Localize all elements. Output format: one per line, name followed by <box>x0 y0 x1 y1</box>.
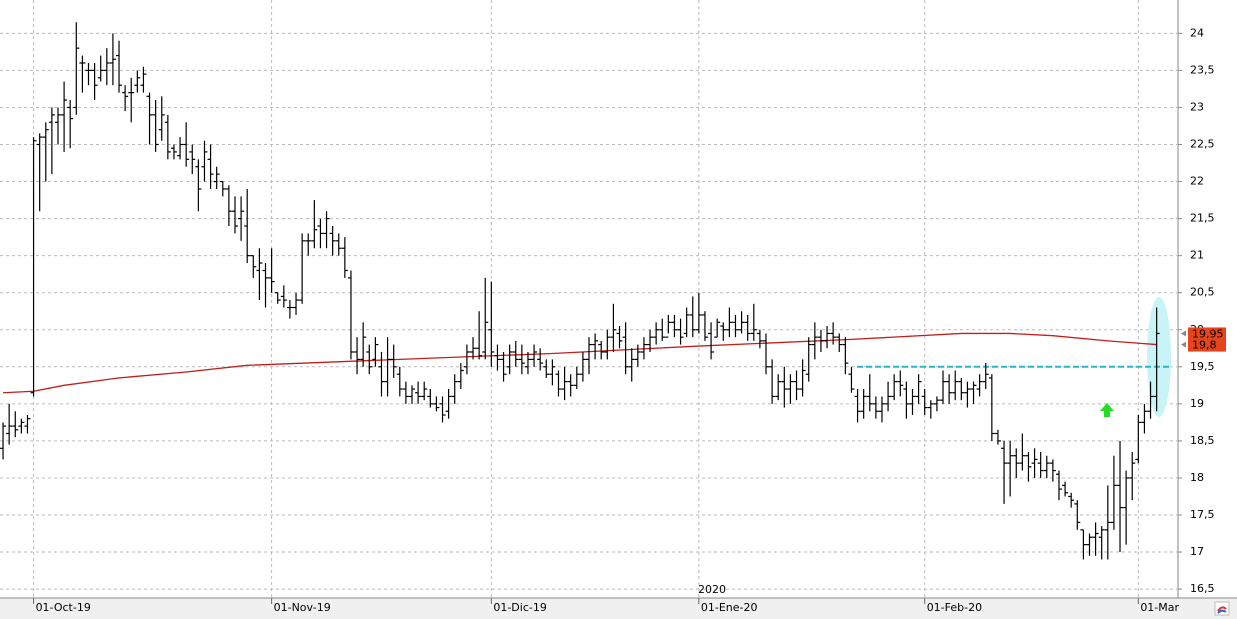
grid <box>0 0 1178 598</box>
price-label-box <box>1188 338 1226 352</box>
marks <box>0 22 1172 560</box>
y-tick-label: 21,5 <box>1190 212 1215 225</box>
y-tick-label: 24 <box>1190 26 1204 39</box>
y-tick-label: 19,5 <box>1190 360 1215 373</box>
price-label: 19,95 <box>1192 327 1224 340</box>
y-tick-label: 18,5 <box>1190 434 1215 447</box>
x-tick-label: 01-Feb-20 <box>927 601 982 614</box>
y-tick-label: 17 <box>1190 545 1204 558</box>
year-label: 2020 <box>698 583 726 596</box>
logo-icon <box>1214 601 1230 616</box>
y-tick-label: 20,5 <box>1190 286 1215 299</box>
x-tick-label: 01-Mar <box>1140 601 1179 614</box>
y-tick-label: 21 <box>1190 249 1204 262</box>
y-tick-label: 23 <box>1190 100 1204 113</box>
price-label: 19,8 <box>1192 339 1217 352</box>
highlight-ellipse <box>1147 297 1171 417</box>
y-tick-label: 23,5 <box>1190 63 1215 76</box>
x-tick-label: 01-Nov-19 <box>274 601 331 614</box>
y-tick-label: 16,5 <box>1190 582 1215 595</box>
x-tick-label: 01-Ene-20 <box>701 601 758 614</box>
y-tick-label: 22 <box>1190 175 1204 188</box>
y-tick-label: 19 <box>1190 397 1204 410</box>
up-arrow <box>1100 403 1114 417</box>
y-tick-label: 18 <box>1190 471 1204 484</box>
x-axis-band <box>0 598 1237 619</box>
price-label-box <box>1188 327 1226 341</box>
x-tick-label: 01-Dic-19 <box>493 601 547 614</box>
x-tick-label: 01-Oct-19 <box>36 601 91 614</box>
y-tick-label: 17,5 <box>1190 508 1215 521</box>
price-label-pointer <box>1181 330 1186 337</box>
price-label-pointer <box>1181 341 1186 348</box>
y-tick-label: 22,5 <box>1190 137 1215 150</box>
moving-average <box>3 332 1157 394</box>
